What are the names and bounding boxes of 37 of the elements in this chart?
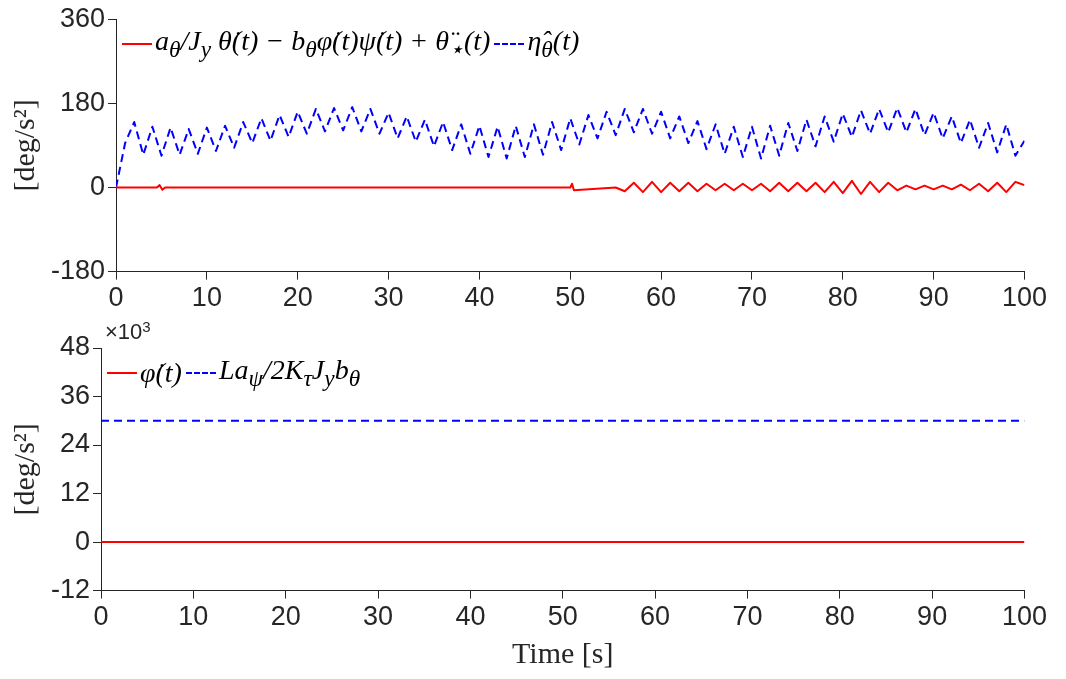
x-tick-label: 90 <box>917 601 948 632</box>
x-tick-label: 30 <box>363 601 394 632</box>
x-axis-title: Time [s] <box>512 635 614 669</box>
x-tick-label: 20 <box>282 282 313 313</box>
x-tick-label: 70 <box>732 601 763 632</box>
x-tick-label: 40 <box>455 601 486 632</box>
y-tick-label: -12 <box>50 574 91 605</box>
y-axis-title: [deg/s²] <box>6 99 40 192</box>
x-tick-label: 80 <box>824 601 855 632</box>
legend-label: φ̇(t) <box>140 356 182 389</box>
x-tick-label: 10 <box>191 282 222 313</box>
x-tick-label: 100 <box>1001 601 1048 632</box>
x-tick-label: 100 <box>1001 282 1048 313</box>
x-tick-label: 80 <box>827 282 858 313</box>
y-tick-label: 12 <box>59 477 91 508</box>
y-tick-label: 180 <box>59 86 106 117</box>
x-tick-label: 30 <box>373 282 404 313</box>
y-tick-label: 0 <box>90 170 106 201</box>
x-tick-label: 60 <box>646 282 677 313</box>
y-tick-label: 360 <box>59 2 106 33</box>
legend-label: η̂$_{θ}$(t) <box>527 25 580 63</box>
y-tick-label: 36 <box>59 379 91 410</box>
y-tick-label: 24 <box>59 428 91 459</box>
x-tick-label: 40 <box>464 282 495 313</box>
text: a$_{θ}$/J$_{y}$ θ̇(t) − b$_{θ}$φ̇(t)ψ̇(t) + θ̈$_{⋆}$(t) <box>155 25 491 62</box>
x-tick-label: 20 <box>270 601 301 632</box>
y-axis-title: [deg/s²] <box>6 423 40 516</box>
x-tick-label: 10 <box>178 601 209 632</box>
x-tick-label: 50 <box>547 601 578 632</box>
y-tick-label: -180 <box>50 255 106 286</box>
x-tick-label: 90 <box>918 282 949 313</box>
x-tick-label: 50 <box>555 282 586 313</box>
x-tick-label: 70 <box>736 282 767 313</box>
y-tick-label: 0 <box>74 525 91 556</box>
y-tick-label: 48 <box>59 331 91 362</box>
legend-label: La$_{ψ}$/2K$_{τ}$J$_{y}$b$_{θ}$ <box>218 354 361 392</box>
x-tick-label: 60 <box>640 601 671 632</box>
